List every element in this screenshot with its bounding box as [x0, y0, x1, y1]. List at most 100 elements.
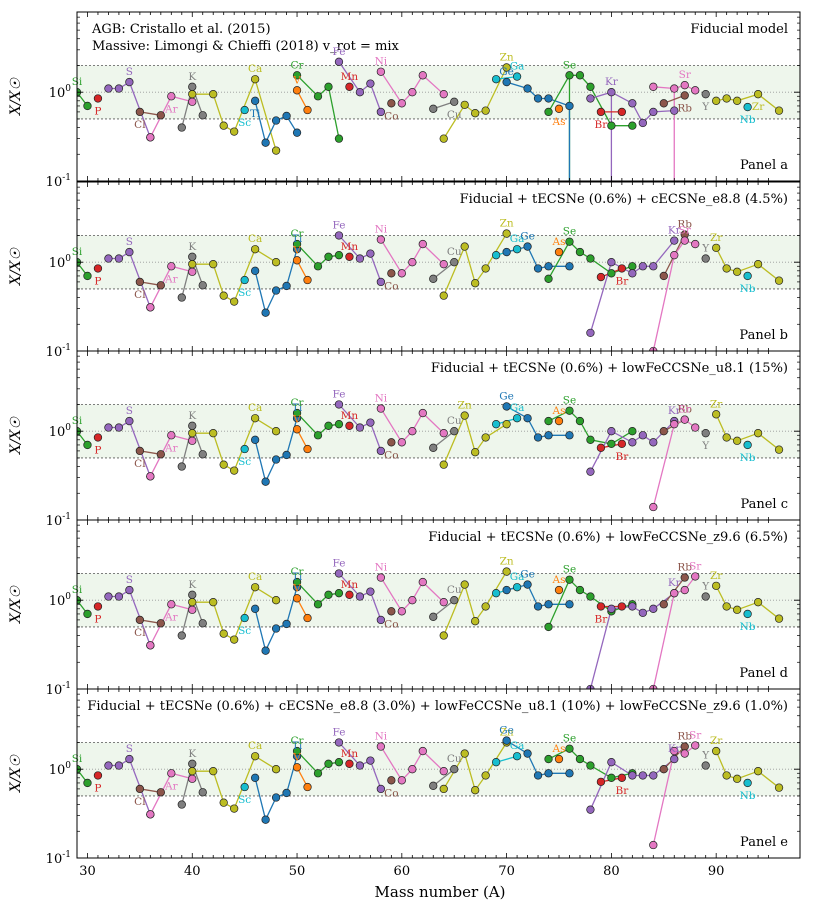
data-point-Ar	[167, 769, 176, 778]
data-point-Kr	[628, 438, 637, 447]
data-point-Ni	[418, 577, 427, 587]
data-point-Ca	[219, 460, 228, 469]
data-point-Ti	[271, 455, 281, 464]
data-point-Ca	[250, 583, 260, 592]
data-point-Sc	[240, 782, 249, 792]
data-point-Cr	[313, 431, 323, 440]
data-point-Ar	[167, 92, 176, 101]
element-label-Ni: Ni	[375, 562, 388, 574]
data-point-Cr	[324, 590, 333, 599]
data-point-Ar	[167, 262, 176, 271]
element-label-Ar: Ar	[164, 780, 179, 792]
data-point-S	[114, 423, 124, 432]
element-label-Ge: Ge	[499, 390, 514, 402]
data-point-Sr	[649, 502, 658, 512]
data-point-Sc	[240, 105, 249, 115]
data-point-Ge	[533, 771, 543, 780]
element-label-V: V	[292, 582, 301, 594]
element-label-Ar: Ar	[164, 611, 179, 623]
element-label-Zn: Zn	[500, 556, 514, 568]
data-point-Cu	[429, 274, 438, 283]
data-point-Fe	[355, 254, 365, 263]
element-label-Nb: Nb	[740, 790, 756, 802]
series-line-Fe	[338, 61, 382, 113]
data-point-Ti	[261, 308, 270, 317]
data-point-Kr	[628, 99, 637, 108]
data-point-Ni	[397, 607, 406, 616]
element-label-Zn: Zn	[500, 218, 514, 230]
element-label-Ti: Ti	[250, 108, 261, 120]
element-label-Cl: Cl	[134, 627, 146, 639]
data-point-Fe	[376, 277, 386, 287]
data-point-Zn	[460, 100, 469, 110]
data-point-Cr	[324, 421, 333, 430]
element-label-Sr: Sr	[679, 404, 692, 416]
data-point-Ge	[533, 433, 543, 442]
data-point-Rb	[659, 271, 668, 281]
element-label-Ca: Ca	[248, 402, 262, 414]
data-point-Zn	[460, 580, 469, 589]
element-label-Ar: Ar	[164, 103, 179, 115]
element-label-Cr: Cr	[291, 228, 305, 240]
data-point-Ca	[188, 598, 197, 607]
series-line-Cu	[432, 430, 455, 449]
data-point-Kr	[638, 262, 647, 271]
data-point-Fe	[376, 446, 386, 456]
data-point-Cl	[156, 281, 165, 290]
series-line-Sr	[652, 744, 696, 846]
data-point-Ga	[512, 72, 522, 81]
data-point-Zn	[481, 106, 490, 115]
data-point-S	[114, 254, 124, 263]
series-line-Cr	[296, 243, 340, 268]
data-point-Ni	[439, 429, 448, 438]
data-point-Ti	[271, 624, 281, 633]
element-label-Ge: Ge	[499, 66, 514, 78]
panel-data	[77, 567, 784, 689]
data-point-Ti	[292, 128, 302, 137]
data-point-Se	[544, 754, 553, 764]
element-label-Nb: Nb	[740, 452, 756, 464]
data-point-Ni	[376, 404, 386, 413]
data-point-Fe	[334, 400, 344, 409]
data-point-V	[303, 444, 312, 454]
data-point-Ge	[502, 402, 511, 411]
element-label-Y: Y	[701, 440, 710, 452]
data-point-Ge	[502, 77, 511, 87]
y-tick-label: 100	[49, 592, 72, 609]
element-label-K: K	[188, 241, 196, 253]
series-line-Fe	[338, 235, 382, 283]
data-point-Ge	[523, 242, 532, 251]
data-point-Y	[701, 761, 710, 770]
data-point-Zn	[481, 602, 490, 611]
data-point-Kr	[649, 771, 658, 780]
data-point-P	[93, 771, 103, 780]
y-tick-label: 10-1	[46, 850, 71, 867]
data-point-Kr	[670, 754, 679, 764]
data-point-Zr	[712, 96, 721, 105]
data-point-Cl	[156, 450, 165, 459]
data-point-Cr	[292, 746, 302, 756]
data-point-Ge	[544, 769, 553, 778]
data-point-Fe	[355, 423, 365, 432]
data-point-Kr	[628, 269, 637, 278]
data-point-S	[104, 761, 113, 770]
data-point-Kr	[649, 262, 658, 271]
data-point-Cr	[324, 82, 333, 91]
element-label-Zr: Zr	[710, 570, 723, 582]
element-label-Cu: Cu	[447, 109, 462, 121]
data-point-Sc	[240, 613, 249, 623]
data-point-Fe	[355, 761, 365, 770]
element-label-P: P	[94, 613, 101, 625]
element-label-Ga: Ga	[510, 571, 525, 583]
x-tick-label: 30	[79, 864, 96, 879]
data-point-Ge	[523, 580, 532, 589]
data-point-Zn	[471, 448, 480, 457]
element-label-Sr: Sr	[679, 225, 692, 237]
element-label-Zn: Zn	[500, 726, 514, 738]
panel-data	[77, 736, 784, 850]
data-point-Ca	[209, 429, 218, 438]
element-label-Ge: Ge	[499, 725, 514, 737]
data-point-Br	[596, 602, 606, 611]
